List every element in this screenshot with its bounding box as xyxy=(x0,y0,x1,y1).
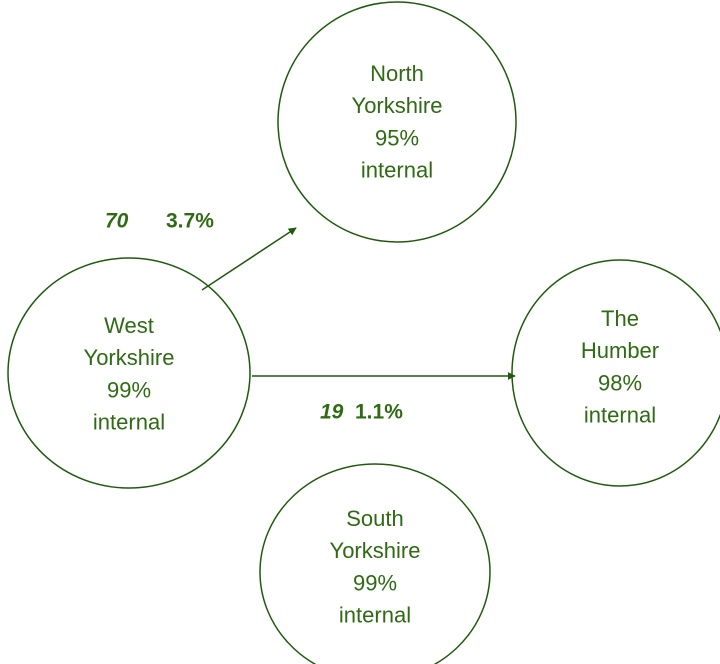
node-circle xyxy=(7,257,251,489)
flow-percent: 1.1% xyxy=(355,401,403,424)
node-label: 98% xyxy=(598,370,642,395)
node-label: 99% xyxy=(353,570,397,595)
node-label: Yorkshire xyxy=(84,345,175,370)
node-circle xyxy=(277,1,517,243)
node-label: internal xyxy=(361,158,433,183)
flow-percent: 3.7% xyxy=(166,210,214,233)
node-label: Yorkshire xyxy=(330,538,421,563)
node-label: West xyxy=(104,313,154,338)
node-label: The xyxy=(601,306,639,331)
node-label: internal xyxy=(339,603,411,628)
node-label: 99% xyxy=(107,377,151,402)
node-label: South xyxy=(346,506,404,531)
node-circle xyxy=(259,463,491,664)
flow-count: 70 xyxy=(105,210,129,233)
node-label: Humber xyxy=(581,338,659,363)
flow-count: 19 xyxy=(320,401,344,424)
node-label: internal xyxy=(93,410,165,435)
node-label: 95% xyxy=(375,125,419,150)
node-label: Yorkshire xyxy=(352,93,443,118)
flow-arrow xyxy=(201,227,297,291)
node-label: North xyxy=(370,61,424,86)
node-label: internal xyxy=(584,403,656,428)
